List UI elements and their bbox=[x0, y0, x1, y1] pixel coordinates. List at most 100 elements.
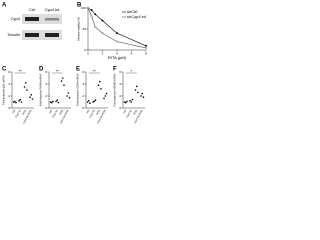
blot-row: Cyp4 bbox=[11, 16, 21, 21]
y-tick-label: 6 bbox=[119, 70, 121, 74]
y-axis-label: Fold induction NOXA mRNA bbox=[76, 74, 80, 107]
point bbox=[52, 100, 54, 103]
point bbox=[13, 100, 16, 103]
series-line bbox=[87, 7, 147, 49]
point bbox=[19, 98, 22, 101]
point bbox=[115, 32, 118, 35]
point bbox=[101, 19, 104, 22]
point bbox=[49, 101, 52, 103]
x-tick-label: Cyp4 kd+RITA bbox=[22, 109, 33, 124]
point bbox=[90, 15, 93, 18]
y-tick-label: 2 bbox=[82, 94, 84, 98]
blot-column: Ctrl bbox=[29, 7, 35, 12]
y-tick-label: 4 bbox=[119, 82, 121, 86]
point bbox=[103, 97, 105, 100]
point bbox=[144, 46, 147, 49]
y-tick-label: 4 bbox=[45, 82, 47, 86]
point bbox=[55, 100, 57, 103]
point bbox=[124, 101, 127, 104]
point bbox=[15, 101, 17, 104]
point bbox=[137, 91, 139, 94]
point bbox=[93, 100, 96, 103]
y-tick-label: 4 bbox=[8, 82, 10, 86]
y-tick-label: 50 bbox=[83, 27, 87, 31]
point bbox=[97, 84, 100, 86]
x-tick-label: Ctrl bbox=[86, 109, 91, 114]
y-axis-label: Relative viability (%) bbox=[77, 17, 81, 40]
x-tick-label: Cyp4 kd bbox=[15, 109, 22, 119]
point bbox=[26, 89, 28, 91]
significance: ** bbox=[19, 69, 23, 74]
point bbox=[57, 101, 60, 104]
x-tick-label: RITA bbox=[22, 109, 27, 115]
y-tick-label: 6 bbox=[8, 70, 10, 74]
point bbox=[90, 9, 93, 12]
point bbox=[67, 92, 70, 94]
y-tick-label: 4 bbox=[82, 82, 84, 86]
point bbox=[135, 85, 138, 88]
x-tick-label: RITA bbox=[96, 109, 101, 115]
point bbox=[92, 101, 94, 103]
point bbox=[134, 89, 137, 91]
y-tick-label: 6 bbox=[45, 70, 47, 74]
blot-row: Tubulin bbox=[7, 32, 20, 37]
point bbox=[56, 99, 59, 101]
point bbox=[126, 100, 128, 103]
y-axis-label: Fold induction MDM2 mRNA bbox=[113, 73, 117, 106]
x-tick-label: Cyp4 kd+RITA bbox=[133, 109, 144, 124]
significance: ** bbox=[93, 69, 97, 74]
panel-letter: A bbox=[2, 3, 7, 9]
point bbox=[50, 101, 53, 104]
blot-column: Cyp4 kd bbox=[45, 7, 60, 12]
point bbox=[144, 44, 147, 47]
x-tick-label: Cyp4 kd bbox=[126, 109, 133, 119]
point bbox=[142, 96, 145, 98]
panel-letter: B bbox=[77, 3, 82, 9]
point bbox=[141, 92, 144, 95]
point bbox=[24, 82, 27, 84]
point bbox=[23, 86, 26, 88]
point bbox=[130, 101, 133, 103]
y-tick-label: 0 bbox=[119, 106, 121, 110]
point bbox=[29, 96, 31, 98]
x-tick-label: Cyp4 kd bbox=[52, 109, 59, 119]
point bbox=[140, 95, 142, 97]
point bbox=[89, 102, 91, 104]
point bbox=[60, 80, 63, 82]
x-tick-label: RITA bbox=[133, 109, 138, 115]
significance: * bbox=[130, 69, 132, 74]
point bbox=[129, 100, 131, 102]
point bbox=[31, 98, 34, 100]
point bbox=[115, 40, 118, 43]
y-tick-label: 2 bbox=[119, 94, 121, 98]
point bbox=[101, 32, 104, 35]
point bbox=[100, 88, 102, 90]
legend-label: shCtrl bbox=[127, 9, 138, 14]
x-tick-label: Ctrl bbox=[123, 109, 128, 114]
x-tick-label: Ctrl bbox=[49, 109, 54, 114]
point bbox=[86, 6, 89, 9]
blot-strip bbox=[22, 30, 62, 40]
x-tick-label: Cyp4 kd bbox=[89, 109, 96, 119]
point bbox=[68, 97, 71, 99]
point bbox=[12, 101, 15, 103]
y-tick-label: 100 bbox=[81, 6, 86, 10]
y-tick-label: 0 bbox=[82, 106, 84, 110]
y-tick-label: 0 bbox=[45, 106, 47, 110]
point bbox=[30, 94, 33, 96]
band bbox=[45, 33, 59, 37]
y-tick-label: 2 bbox=[8, 94, 10, 98]
point bbox=[20, 101, 23, 103]
blot-strip bbox=[22, 14, 62, 24]
x-tick-label: Cyp4 kd+RITA bbox=[96, 109, 107, 124]
x-tick-label: 8 bbox=[145, 51, 147, 55]
panel-letter: D bbox=[39, 67, 44, 73]
band bbox=[45, 18, 59, 21]
x-tick-label: 4 bbox=[116, 51, 118, 55]
legend-label: shCyp4 kd bbox=[127, 14, 146, 19]
y-tick-label: 6 bbox=[82, 70, 84, 74]
band bbox=[25, 17, 39, 21]
point bbox=[94, 99, 97, 101]
band bbox=[25, 33, 39, 37]
point bbox=[123, 101, 126, 103]
